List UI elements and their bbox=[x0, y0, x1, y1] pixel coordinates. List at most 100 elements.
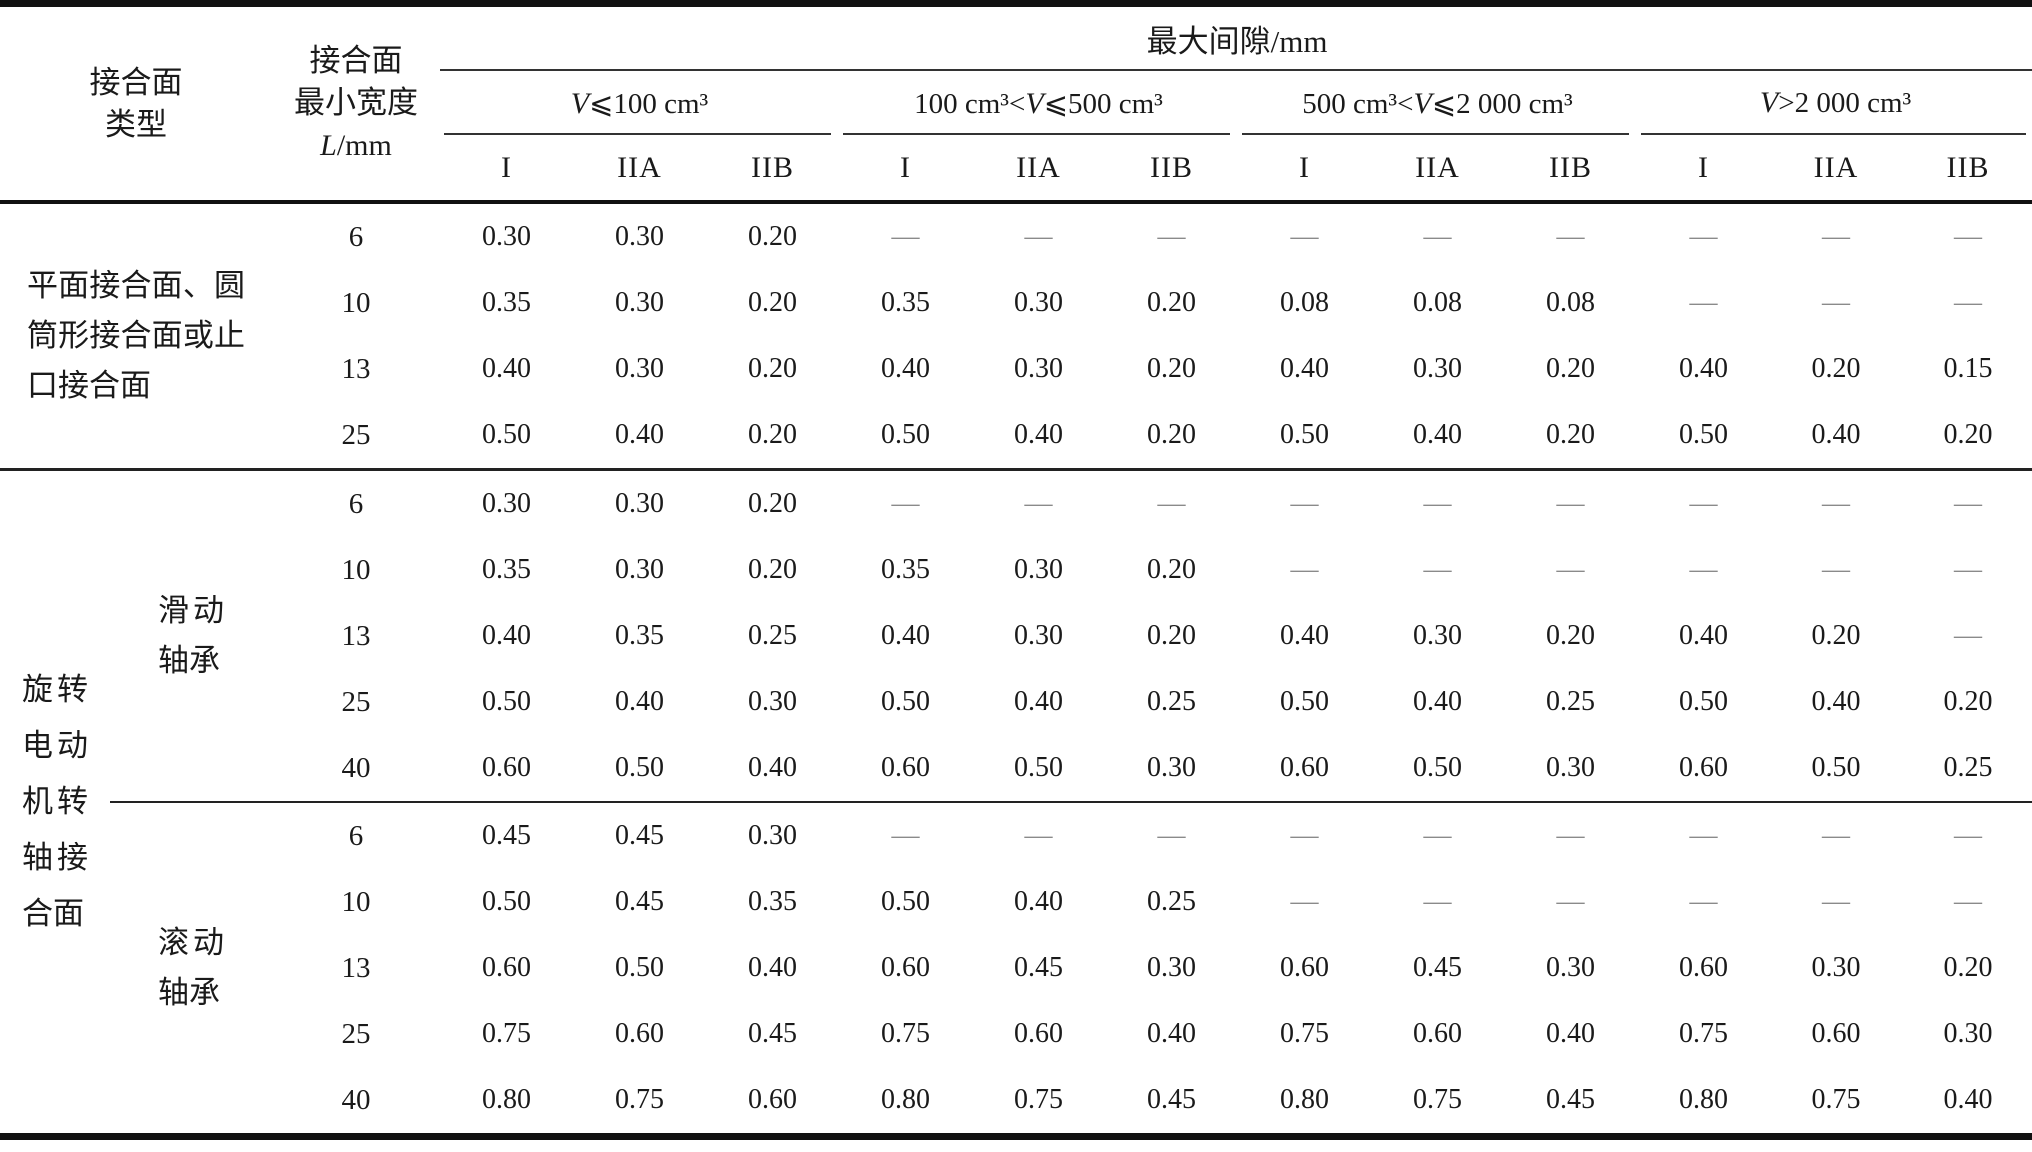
table-row: 10 0.35 0.30 0.20 0.35 0.30 0.20 0.08 0.08 0.08 — —… bbox=[0, 270, 2032, 336]
gap-value-empty: — bbox=[1290, 221, 1319, 252]
gap-value-empty: — bbox=[1290, 886, 1319, 917]
gap-value: 0.75 bbox=[1413, 1084, 1462, 1115]
gap-value: 0.75 bbox=[482, 1018, 531, 1049]
min-width-value: 10 bbox=[341, 553, 371, 586]
gap-value: 0.60 bbox=[1679, 952, 1728, 983]
gap-value: 0.60 bbox=[1238, 735, 1371, 803]
grade-col-header: IIA bbox=[972, 135, 1105, 204]
gap-value: 0.60 bbox=[881, 952, 930, 983]
vg1-post: ⩽100 cm³ bbox=[589, 87, 709, 120]
joint-type-cell: 平面接合面、圆筒形接合面或止口接合面 bbox=[0, 202, 272, 471]
gap-value: 0.30 bbox=[1811, 952, 1861, 983]
gap-value-empty: — bbox=[1689, 554, 1718, 585]
gap-value: 0.30 bbox=[482, 488, 531, 519]
gap-value: 0.40 bbox=[748, 952, 797, 983]
volume-group-2: 100 cm³<V⩽500 cm³ bbox=[839, 70, 1238, 135]
gap-value: 0.45 bbox=[1014, 952, 1063, 983]
min-width-value: 40 bbox=[341, 1083, 371, 1116]
vg4-var: V bbox=[1759, 86, 1779, 119]
gap-value: 0.75 bbox=[615, 1084, 664, 1115]
gap-value: 0.20 bbox=[1147, 353, 1196, 384]
gap-value: 0.50 bbox=[615, 952, 664, 983]
gap-value: 0.30 bbox=[1147, 952, 1196, 983]
header-joint-type-line2: 类型 bbox=[105, 106, 167, 142]
gap-value: 0.30 bbox=[615, 554, 664, 585]
min-width-value: 13 bbox=[341, 352, 371, 385]
gap-value: 0.45 bbox=[748, 1018, 797, 1049]
gap-value-empty: — bbox=[1954, 886, 1983, 917]
bearing-type-cell: 滚动轴承 bbox=[110, 802, 272, 1137]
table-row: 13 0.40 0.30 0.20 0.40 0.30 0.20 0.40 0.30 0.20 0.… bbox=[0, 336, 2032, 402]
gap-value: 0.60 bbox=[440, 735, 573, 803]
gap-value: 0.50 bbox=[440, 402, 573, 471]
min-width-value: 6 bbox=[348, 487, 364, 520]
gap-value: 0.30 bbox=[1014, 554, 1063, 585]
grade-col-header: IIB bbox=[706, 135, 839, 204]
gap-value: 0.20 bbox=[1105, 402, 1238, 471]
gap-value: 0.40 bbox=[1770, 402, 1902, 471]
min-width-value: 40 bbox=[272, 735, 440, 803]
gap-value-empty: — bbox=[1822, 820, 1850, 851]
gap-value-empty: — bbox=[1556, 554, 1585, 585]
gap-value-empty: — bbox=[1822, 287, 1850, 318]
gap-value: 0.30 bbox=[1105, 735, 1238, 803]
gap-value: 0.40 bbox=[1413, 686, 1462, 717]
gap-value-empty: — bbox=[1689, 820, 1718, 851]
gap-value-empty: — bbox=[1157, 221, 1186, 252]
gap-value: 0.40 bbox=[1811, 686, 1861, 717]
gap-value: 0.75 bbox=[1014, 1084, 1063, 1115]
gap-value: 0.20 bbox=[748, 287, 797, 318]
gap-value: 0.20 bbox=[1811, 620, 1861, 651]
gap-value: 0.40 bbox=[615, 686, 664, 717]
gap-value: 0.45 bbox=[1546, 1084, 1595, 1115]
table-row: 13 0.40 0.35 0.25 0.40 0.30 0.20 0.40 0.30 0.20 0.… bbox=[0, 603, 2032, 669]
gap-value: 0.35 bbox=[482, 287, 531, 318]
gap-value: 0.60 bbox=[1280, 952, 1329, 983]
gap-value: 0.20 bbox=[1902, 402, 2032, 471]
gap-value-empty: — bbox=[1689, 488, 1718, 519]
gap-value: 0.20 bbox=[1546, 620, 1595, 651]
table-row: 25 0.75 0.60 0.45 0.75 0.60 0.40 0.75 0.60 0.40 0.… bbox=[0, 1001, 2032, 1067]
volume-group-3: 500 cm³<V⩽2 000 cm³ bbox=[1238, 70, 1637, 135]
gap-value: 0.08 bbox=[1546, 287, 1595, 318]
gap-value: 0.30 bbox=[615, 287, 664, 318]
gap-value: 0.20 bbox=[1504, 402, 1637, 471]
bearing-type-label: 滚动轴承 bbox=[158, 925, 224, 1010]
gap-value: 0.50 bbox=[1679, 686, 1728, 717]
grade-col-header: I bbox=[440, 135, 573, 204]
gap-value-empty: — bbox=[1556, 820, 1585, 851]
joint-type-cell: 旋转电动机转轴接合面 bbox=[0, 470, 110, 1137]
gap-value: 0.25 bbox=[1147, 886, 1196, 917]
header-joint-type: 接合面 类型 bbox=[0, 3, 272, 204]
gap-value-empty: — bbox=[891, 488, 920, 519]
gap-value: 0.75 bbox=[1280, 1018, 1329, 1049]
grade-col-header: I bbox=[839, 135, 972, 204]
gap-value: 0.40 bbox=[573, 402, 706, 471]
gap-value: 0.30 bbox=[1413, 353, 1462, 384]
gap-value: 0.60 bbox=[839, 735, 972, 803]
gap-value-empty: — bbox=[891, 221, 920, 252]
gap-value-empty: — bbox=[1954, 554, 1983, 585]
grade-col-header: IIA bbox=[573, 135, 706, 204]
gap-value: 0.40 bbox=[1014, 886, 1063, 917]
gap-value: 0.60 bbox=[748, 1084, 797, 1115]
gap-value: 0.50 bbox=[839, 402, 972, 471]
gap-value: 0.35 bbox=[615, 620, 664, 651]
gap-value: 0.25 bbox=[748, 620, 797, 651]
gap-value: 0.35 bbox=[881, 554, 930, 585]
grade-col-header: IIA bbox=[1371, 135, 1504, 204]
gap-value: 0.30 bbox=[1413, 620, 1462, 651]
vg4-post: >2 000 cm³ bbox=[1778, 87, 1912, 119]
vg2-var: V bbox=[1025, 86, 1044, 120]
gap-value: 0.40 bbox=[881, 620, 930, 651]
gap-value: 0.20 bbox=[1147, 287, 1196, 318]
gap-value-empty: — bbox=[1556, 886, 1585, 917]
gap-value-empty: — bbox=[1689, 221, 1718, 252]
min-width-value: 10 bbox=[341, 286, 371, 319]
grade-header-row: I IIA IIB I IIA IIB I IIA IIB I IIA IIB bbox=[0, 135, 2032, 204]
table-row: 旋转电动机转轴接合面 滑动轴承 6 0.30 0.30 0.20 — — — — — — — — — bbox=[0, 469, 2032, 931]
gap-value: 0.20 bbox=[1943, 686, 1993, 717]
header-max-gap: 最大间隙/mm bbox=[440, 3, 2032, 71]
gap-value: 0.50 bbox=[1637, 402, 1770, 471]
